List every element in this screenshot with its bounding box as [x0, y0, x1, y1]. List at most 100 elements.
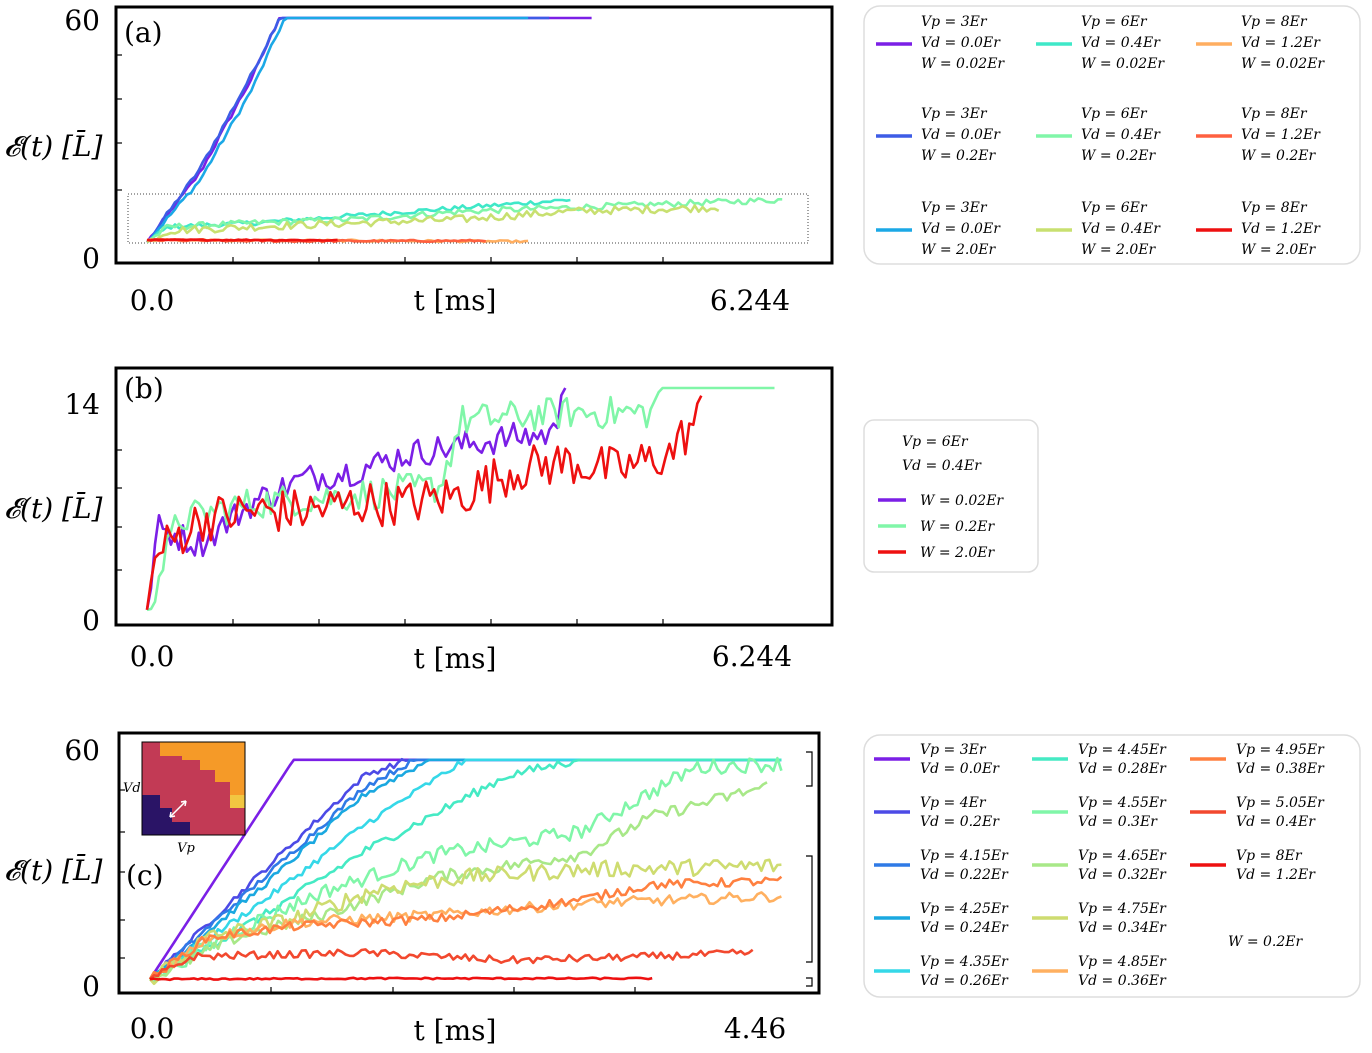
legend-text: Vp = 4.55Er — [1078, 795, 1167, 811]
legend-text: W = 2.0Er — [1241, 242, 1317, 258]
legend-b-header-line1: Vp = 6Er — [902, 434, 969, 450]
panel-a-ylabel: 𝓔(t) [L̄] — [4, 129, 103, 163]
legend-text: Vp = 4.15Er — [920, 848, 1009, 864]
panel-c-xtick-left: 0.0 — [130, 1012, 175, 1045]
panel-a-label: (a) — [124, 16, 163, 49]
series-line — [149, 948, 754, 981]
legend-text: W = 0.02Er — [1241, 56, 1325, 72]
panel-a-frame — [114, 5, 834, 265]
series-line — [146, 16, 529, 244]
legend-text: Vp = 4.45Er — [1078, 742, 1167, 758]
legend-text: Vd = 1.2Er — [1241, 127, 1321, 143]
legend-text: W = 0.2Er — [1081, 148, 1157, 164]
legend-text: W = 0.2Er — [1241, 148, 1317, 164]
legend-text: Vd = 0.32Er — [1078, 867, 1167, 883]
panel-a-series — [116, 16, 783, 263]
series-line — [149, 976, 653, 982]
panel-a-xtick-left: 0.0 — [130, 284, 175, 317]
series-line — [145, 387, 567, 611]
legend-text: Vp = 4Er — [920, 795, 987, 811]
legend-text: Vp = 6Er — [1081, 14, 1148, 30]
panel-c-frame — [117, 731, 821, 995]
legend-text: Vd = 0.4Er — [1236, 814, 1316, 830]
legend-text: W = 0.2Er — [920, 519, 996, 535]
panel-b-frame — [114, 366, 834, 627]
panel-a-zoom-box — [127, 193, 809, 244]
legend-text: Vd = 1.2Er — [1241, 35, 1321, 51]
legend-c: Vp = 3Er Vd = 0.0Er Vp = 4Er Vd = 0.2Er Vp =… — [874, 742, 1325, 989]
legend-c-footer: W = 0.2Er — [1228, 934, 1304, 950]
panel-b-series — [116, 386, 775, 625]
panel-a-xtick-right: 6.244 — [710, 284, 790, 317]
inset-frame — [141, 741, 246, 836]
panel-b-ytick-bottom: 0 — [82, 604, 100, 637]
legend-text: Vd = 0.26Er — [920, 973, 1009, 989]
legend-text: Vd = 0.3Er — [1078, 814, 1158, 830]
panel-c-xtick-right: 4.46 — [724, 1012, 786, 1045]
legend-text: Vd = 0.4Er — [1081, 35, 1161, 51]
legend-text: W = 0.2Er — [921, 148, 997, 164]
phase-diagram-inset: Vp Vd — [123, 741, 246, 856]
inset-region-yellow — [230, 795, 245, 808]
legend-text: Vd = 0.28Er — [1078, 761, 1167, 777]
panel-c-bracket-top — [806, 751, 813, 787]
legend-text: Vp = 3Er — [921, 200, 988, 216]
legend-a: Vp = 3Er Vd = 0.0Er W = 0.02Er Vp = 3Er Vd =… — [876, 14, 1325, 258]
inset-arrow-head-b — [180, 800, 187, 807]
panel-b-xtick-right: 6.244 — [712, 640, 792, 673]
legend-text: W = 2.0Er — [920, 545, 996, 561]
legend-a-box — [863, 5, 1361, 265]
legend-b-header-line2: Vd = 0.4Er — [902, 458, 982, 474]
panel-b-xtick-left: 0.0 — [130, 640, 175, 673]
panel-a-xlabel: t [ms] — [414, 284, 497, 317]
panel-c-label: (c) — [126, 859, 164, 892]
legend-text: Vd = 0.24Er — [920, 920, 1009, 936]
panel-b-ylabel: 𝓔(t) [L̄] — [4, 491, 103, 525]
panel-b-ytick-top: 14 — [64, 388, 100, 421]
legend-c-box — [863, 734, 1361, 998]
legend-text: Vp = 8Er — [1241, 14, 1308, 30]
legend-text: Vd = 0.2Er — [920, 814, 1000, 830]
legend-b-box — [863, 419, 1039, 573]
panel-c-ylabel: 𝓔(t) [L̄] — [4, 853, 103, 887]
inset-ylabel: Vd — [123, 781, 141, 796]
legend-text: Vd = 0.22Er — [920, 867, 1009, 883]
legend-text: Vd = 0.0Er — [921, 35, 1001, 51]
legend-text: Vp = 8Er — [1241, 200, 1308, 216]
panel-c-bracket-mid — [806, 855, 813, 963]
panel-b: (b) 14 0 𝓔(t) [L̄] 0.0 6.244 t [ms] — [4, 366, 834, 675]
series-line — [145, 395, 703, 610]
legend-text: Vp = 5.05Er — [1236, 795, 1325, 811]
panel-c: (c) 60 0 𝓔(t) [L̄] 0.0 4.46 t [ms] Vp Vd — [4, 731, 821, 1047]
panel-a-ytick-bottom: 0 — [82, 242, 100, 275]
legend-text: W = 0.02Er — [921, 56, 1005, 72]
inset-arrow-head-a — [169, 811, 176, 818]
legend-text: Vd = 0.34Er — [1078, 920, 1167, 936]
legend-text: Vd = 0.4Er — [1081, 127, 1161, 143]
legend-text: Vp = 3Er — [920, 742, 987, 758]
legend-text: Vp = 6Er — [1081, 106, 1148, 122]
series-line — [148, 875, 783, 980]
legend-text: Vp = 4.95Er — [1236, 742, 1325, 758]
legend-text: Vp = 4.65Er — [1078, 848, 1167, 864]
legend-text: W = 2.0Er — [921, 242, 997, 258]
legend-text: Vd = 0.0Er — [921, 221, 1001, 237]
legend-text: Vp = 4.35Er — [920, 954, 1009, 970]
legend-text: Vd = 0.38Er — [1236, 761, 1325, 777]
inset-region-orange — [160, 742, 245, 795]
series-line — [145, 16, 592, 244]
legend-text: Vd = 0.0Er — [920, 761, 1000, 777]
legend-text: W = 0.02Er — [920, 493, 1004, 509]
legend-text: Vp = 4.25Er — [920, 901, 1009, 917]
panel-a-ytick-top: 60 — [64, 4, 100, 37]
legend-text: Vd = 1.2Er — [1236, 867, 1316, 883]
panel-c-bracket-low — [806, 977, 813, 987]
panel-c-ytick-bottom: 0 — [82, 970, 100, 1003]
panel-b-xlabel: t [ms] — [414, 642, 497, 675]
legend-text: Vp = 3Er — [921, 14, 988, 30]
panel-c-series — [119, 756, 783, 993]
series-line — [149, 756, 783, 984]
legend-text: Vp = 8Er — [1236, 848, 1303, 864]
series-line — [146, 197, 783, 244]
